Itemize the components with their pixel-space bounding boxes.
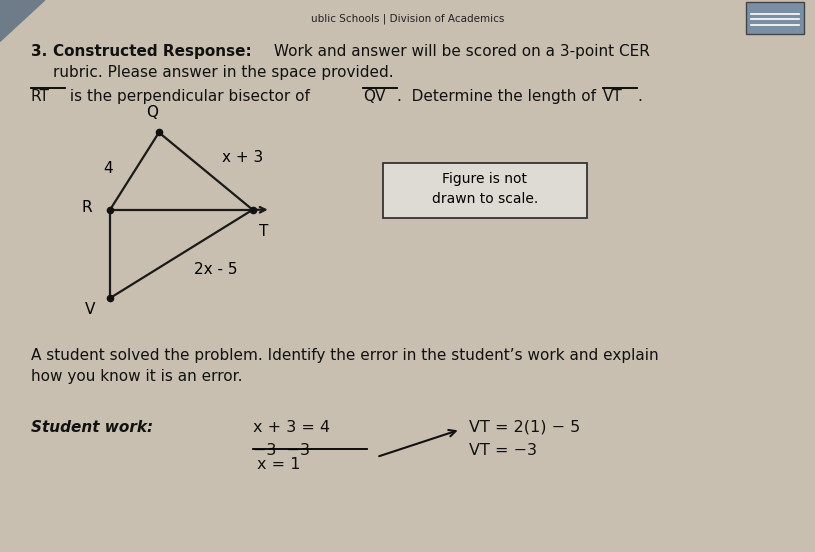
Text: Q: Q bbox=[147, 105, 158, 120]
Text: −3  −3: −3 −3 bbox=[253, 443, 310, 458]
Text: x + 3: x + 3 bbox=[222, 150, 263, 165]
Text: is the perpendicular bisector of: is the perpendicular bisector of bbox=[65, 89, 315, 104]
Text: rubric. Please answer in the space provided.: rubric. Please answer in the space provi… bbox=[53, 65, 394, 80]
Text: QV: QV bbox=[363, 89, 385, 104]
Text: 2x - 5: 2x - 5 bbox=[194, 262, 237, 277]
Polygon shape bbox=[0, 0, 45, 41]
Text: VT = 2(1) − 5: VT = 2(1) − 5 bbox=[469, 420, 580, 434]
Text: .: . bbox=[637, 89, 642, 104]
Text: ublic Schools | Division of Academics: ublic Schools | Division of Academics bbox=[311, 13, 504, 24]
Text: V: V bbox=[85, 302, 95, 317]
Text: A student solved the problem. Identify the error in the student’s work and expla: A student solved the problem. Identify t… bbox=[31, 348, 659, 384]
Text: Constructed Response:: Constructed Response: bbox=[53, 44, 252, 59]
Text: Work and answer will be scored on a 3-point CER: Work and answer will be scored on a 3-po… bbox=[269, 44, 650, 59]
Text: x = 1: x = 1 bbox=[257, 457, 300, 472]
Text: VT = −3: VT = −3 bbox=[469, 443, 536, 458]
Text: Student work:: Student work: bbox=[31, 420, 153, 434]
Text: .  Determine the length of: . Determine the length of bbox=[397, 89, 601, 104]
FancyBboxPatch shape bbox=[746, 2, 804, 34]
Text: 4: 4 bbox=[104, 161, 113, 176]
Text: T: T bbox=[259, 224, 269, 238]
Text: R: R bbox=[82, 199, 92, 215]
Text: 3.: 3. bbox=[31, 44, 47, 59]
Text: Figure is not
drawn to scale.: Figure is not drawn to scale. bbox=[432, 172, 538, 205]
Text: VT: VT bbox=[603, 89, 623, 104]
Text: x + 3 = 4: x + 3 = 4 bbox=[253, 420, 330, 434]
FancyBboxPatch shape bbox=[383, 163, 587, 218]
Text: RT: RT bbox=[31, 89, 50, 104]
